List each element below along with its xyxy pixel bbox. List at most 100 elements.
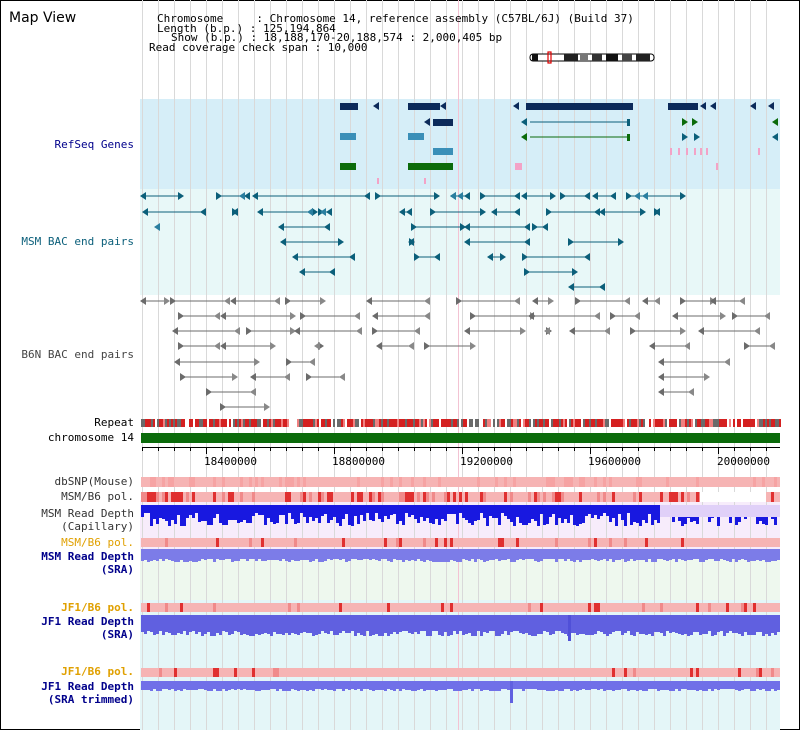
arrow-mark[interactable] bbox=[514, 192, 520, 200]
arrow-mark[interactable] bbox=[521, 118, 527, 126]
arrow-mark[interactable] bbox=[460, 223, 466, 231]
arrow-mark[interactable] bbox=[772, 118, 778, 126]
arrow-mark[interactable] bbox=[456, 297, 462, 305]
arrow-mark[interactable] bbox=[569, 327, 575, 335]
arrow-mark[interactable] bbox=[658, 388, 664, 396]
arrow-mark[interactable] bbox=[772, 133, 778, 141]
arrow-mark[interactable] bbox=[174, 358, 180, 366]
arrow-mark[interactable] bbox=[246, 327, 252, 335]
arrow-mark[interactable] bbox=[440, 102, 446, 110]
arrow-mark[interactable] bbox=[680, 327, 686, 335]
arrow-mark[interactable] bbox=[560, 192, 566, 200]
arrow-mark[interactable] bbox=[594, 312, 600, 320]
arrow-mark[interactable] bbox=[464, 327, 470, 335]
arrow-mark[interactable] bbox=[314, 342, 320, 350]
arrow-mark[interactable] bbox=[230, 297, 236, 305]
arrow-mark[interactable] bbox=[312, 208, 318, 216]
arrow-mark[interactable] bbox=[682, 118, 688, 126]
arrow-mark[interactable] bbox=[408, 342, 414, 350]
arrow-mark[interactable] bbox=[568, 238, 574, 246]
arrow-mark[interactable] bbox=[234, 327, 240, 335]
arrow-mark[interactable] bbox=[604, 327, 610, 335]
arrow-mark[interactable] bbox=[140, 192, 146, 200]
arrow-mark[interactable] bbox=[464, 238, 470, 246]
arrow-mark[interactable] bbox=[300, 312, 306, 320]
arrow-mark[interactable] bbox=[307, 208, 313, 216]
arrow-mark[interactable] bbox=[164, 297, 170, 305]
arrow-mark[interactable] bbox=[692, 118, 698, 126]
arrow-mark[interactable] bbox=[610, 312, 616, 320]
msm-bac-label[interactable]: MSM BAC end pairs bbox=[21, 235, 134, 248]
arrow-mark[interactable] bbox=[464, 223, 470, 231]
arrow-mark[interactable] bbox=[710, 297, 716, 305]
arrow-mark[interactable] bbox=[672, 312, 678, 320]
arrow-mark[interactable] bbox=[750, 102, 756, 110]
arrow-mark[interactable] bbox=[568, 283, 574, 291]
arrow-mark[interactable] bbox=[216, 192, 222, 200]
arrow-mark[interactable] bbox=[524, 238, 530, 246]
arrow-mark[interactable] bbox=[532, 297, 538, 305]
arrow-mark[interactable] bbox=[414, 327, 420, 335]
arrow-mark[interactable] bbox=[170, 297, 176, 305]
arrow-mark[interactable] bbox=[520, 327, 526, 335]
arrow-mark[interactable] bbox=[140, 297, 146, 305]
arrow-mark[interactable] bbox=[206, 388, 212, 396]
arrow-mark[interactable] bbox=[464, 192, 470, 200]
arrow-mark[interactable] bbox=[274, 297, 280, 305]
arrow-mark[interactable] bbox=[214, 342, 220, 350]
arrow-mark[interactable] bbox=[250, 388, 256, 396]
arrow-mark[interactable] bbox=[278, 223, 284, 231]
arrow-mark[interactable] bbox=[732, 312, 738, 320]
arrow-mark[interactable] bbox=[514, 297, 520, 305]
arrow-mark[interactable] bbox=[178, 312, 184, 320]
arrow-mark[interactable] bbox=[500, 253, 506, 261]
arrow-mark[interactable] bbox=[372, 327, 378, 335]
arrow-mark[interactable] bbox=[290, 327, 296, 335]
arrow-mark[interactable] bbox=[768, 102, 774, 110]
arrow-mark[interactable] bbox=[324, 223, 330, 231]
arrow-mark[interactable] bbox=[480, 192, 486, 200]
arrow-mark[interactable] bbox=[306, 373, 312, 381]
arrow-mark[interactable] bbox=[764, 312, 770, 320]
arrow-mark[interactable] bbox=[252, 192, 258, 200]
arrow-mark[interactable] bbox=[524, 223, 530, 231]
arrow-mark[interactable] bbox=[309, 358, 315, 366]
arrow-mark[interactable] bbox=[684, 342, 690, 350]
arrow-mark[interactable] bbox=[634, 312, 640, 320]
arrow-mark[interactable] bbox=[424, 297, 430, 305]
arrow-mark[interactable] bbox=[294, 327, 300, 335]
arrow-mark[interactable] bbox=[610, 192, 616, 200]
arrow-mark[interactable] bbox=[470, 342, 476, 350]
arrow-mark[interactable] bbox=[528, 312, 534, 320]
arrow-mark[interactable] bbox=[514, 208, 520, 216]
arrow-mark[interactable] bbox=[599, 283, 605, 291]
arrow-mark[interactable] bbox=[584, 192, 590, 200]
arrow-mark[interactable] bbox=[224, 297, 230, 305]
arrow-mark[interactable] bbox=[584, 253, 590, 261]
arrow-mark[interactable] bbox=[720, 312, 726, 320]
arrow-mark[interactable] bbox=[654, 297, 660, 305]
arrow-mark[interactable] bbox=[406, 208, 412, 216]
arrow-mark[interactable] bbox=[424, 312, 430, 320]
arrow-mark[interactable] bbox=[698, 327, 704, 335]
arrow-mark[interactable] bbox=[142, 208, 148, 216]
arrow-mark[interactable] bbox=[408, 238, 414, 246]
arrow-mark[interactable] bbox=[376, 342, 382, 350]
arrow-mark[interactable] bbox=[280, 238, 286, 246]
arrow-mark[interactable] bbox=[682, 133, 688, 141]
arrow-mark[interactable] bbox=[424, 342, 430, 350]
arrow-mark[interactable] bbox=[548, 297, 554, 305]
arrow-mark[interactable] bbox=[250, 373, 256, 381]
arrow-mark[interactable] bbox=[320, 297, 326, 305]
arrow-mark[interactable] bbox=[575, 297, 581, 305]
arrow-mark[interactable] bbox=[320, 208, 326, 216]
arrow-mark[interactable] bbox=[411, 223, 417, 231]
arrow-mark[interactable] bbox=[480, 208, 486, 216]
arrow-mark[interactable] bbox=[649, 342, 655, 350]
arrow-mark[interactable] bbox=[546, 208, 552, 216]
arrow-mark[interactable] bbox=[634, 192, 640, 200]
arrow-mark[interactable] bbox=[700, 102, 706, 110]
arrow-mark[interactable] bbox=[434, 253, 440, 261]
arrow-mark[interactable] bbox=[180, 373, 186, 381]
arrow-mark[interactable] bbox=[521, 133, 527, 141]
